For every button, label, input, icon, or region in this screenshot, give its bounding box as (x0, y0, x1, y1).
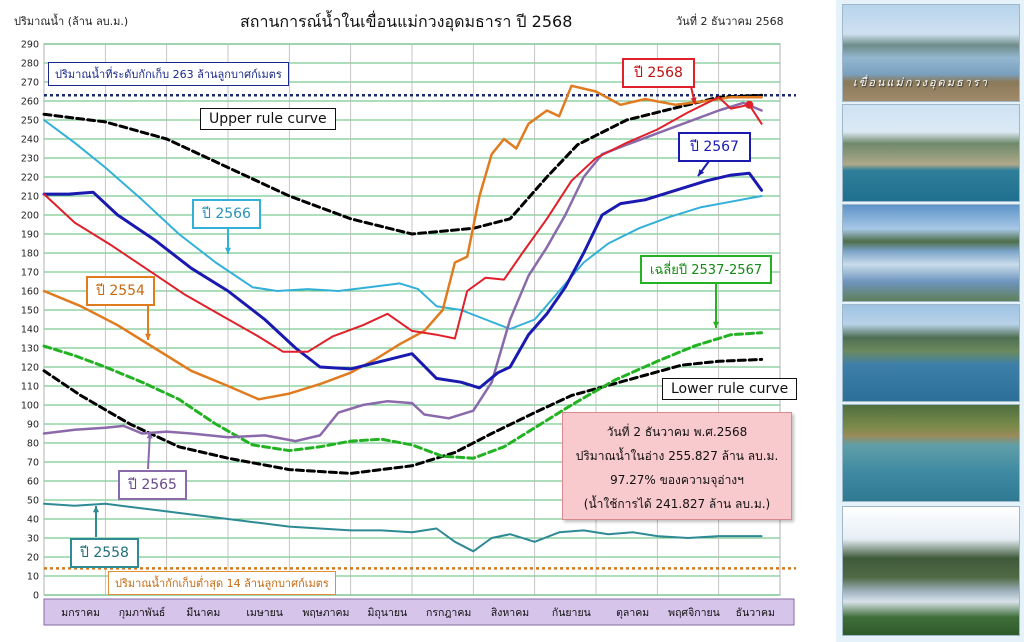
series-label-2567: ปี 2567 (678, 132, 751, 162)
y-tick-label: 130 (21, 344, 39, 355)
x-tick-label: กันยายน (552, 607, 591, 619)
arrow-2565-head (146, 432, 153, 439)
x-tick-label: ธันวาคม (736, 607, 775, 619)
series-line-y2565 (42, 101, 763, 443)
series-line-avg (42, 331, 764, 460)
photo-strip: เขื่อนแม่กวงอุดมธารา (836, 0, 1024, 642)
y-tick-label: 230 (21, 154, 39, 165)
y-tick-label: 60 (27, 477, 39, 488)
y-tick-label: 220 (21, 173, 39, 184)
y-tick-label: 120 (21, 363, 39, 374)
x-tick-label: เมษายน (246, 607, 283, 619)
series-line-y2554 (42, 84, 763, 401)
y-tick-label: 190 (21, 230, 39, 241)
arrow-2566-head (224, 247, 232, 254)
dam-photo-5 (842, 404, 1020, 502)
x-tick-label: ตุลาคม (616, 607, 649, 619)
y-tick-label: 170 (21, 268, 39, 279)
upper-rule-curve-label: Upper rule curve (200, 108, 336, 130)
series-label-2558: ปี 2558 (70, 538, 139, 568)
series-label-2568: ปี 2568 (622, 58, 695, 88)
x-tick-label: พฤศจิกายน (668, 607, 720, 619)
lower-rule-curve-label: Lower rule curve (662, 378, 798, 400)
y-tick-label: 290 (21, 40, 39, 51)
info-usable: (น้ำใช้การได้ 241.827 ล้าน ลบ.ม.) (583, 497, 771, 511)
y-tick-label: 0 (33, 591, 39, 602)
y-tick-label: 260 (21, 97, 39, 108)
x-tick-label: มิถุนายน (367, 607, 407, 619)
series-line-y2567 (42, 171, 764, 390)
info-box: วันที่ 2 ธันวาคม พ.ศ.2568 ปริมาณน้ำในอ่า… (562, 412, 792, 520)
series-label-2565: ปี 2565 (118, 470, 187, 500)
y-tick-label: 20 (27, 553, 39, 564)
info-date: วันที่ 2 ธันวาคม พ.ศ.2568 (606, 425, 748, 439)
month-axis-band (43, 598, 795, 626)
dam-photo-4 (842, 304, 1020, 402)
dam-photo-6 (842, 506, 1020, 636)
y-tick-label: 200 (21, 211, 39, 222)
x-tick-label: มกราคม (61, 607, 100, 619)
y-tick-label: 30 (27, 534, 39, 545)
y-tick-label: 250 (21, 116, 39, 127)
arrow-2568-head (690, 97, 697, 104)
arrow-2554-head (144, 333, 152, 340)
series-line-y2568 (43, 96, 763, 353)
report-date: วันที่ 2 ธันวาคม 2568 (676, 15, 784, 28)
min-storage-label: ปริมาณน้ำกักเก็บต่ำสุด 14 ล้านลูกบาศก์เม… (108, 571, 336, 595)
x-tick-label: พฤษภาคม (303, 607, 350, 619)
series-label-average: เฉลี่ยปี 2537-2567 (640, 255, 773, 284)
y-tick-label: 80 (27, 439, 39, 450)
series-line-lower (42, 357, 764, 475)
series-line-y2558 (43, 502, 763, 553)
dam-photo-2 (842, 104, 1020, 202)
series-label-2554: ปี 2554 (86, 276, 155, 306)
x-tick-label: สิงหาคม (491, 607, 529, 619)
x-tick-label: กรกฎาคม (426, 607, 471, 619)
current-level-marker (745, 100, 754, 109)
dam-photo-caption: เขื่อนแม่กวงอุดมธารา (853, 76, 989, 89)
y-tick-label: 280 (21, 59, 39, 70)
y-tick-label: 50 (27, 496, 39, 507)
arrow-2567-head (698, 169, 705, 176)
series-line-y2566 (43, 119, 763, 330)
info-volume: ปริมาณน้ำในอ่าง 255.827 ล้าน ลบ.ม. (575, 449, 779, 463)
chart-panel: ปริมาณน้ำ (ล้าน ลบ.ม.) สถานการณ์น้ำในเขื… (0, 0, 836, 642)
x-tick-label: มีนาคม (186, 606, 220, 619)
info-percent: 97.27% ของความจุอ่างฯ (610, 473, 744, 487)
y-tick-label: 160 (21, 287, 39, 298)
arrow-average-head (712, 321, 720, 328)
y-tick-label: 180 (21, 249, 39, 260)
chart-title: สถานการณ์น้ำในเขื่อนแม่กวงอุดมธารา ปี 25… (240, 12, 573, 31)
dam-photo-3 (842, 204, 1020, 302)
y-tick-label: 240 (21, 135, 39, 146)
dam-photo-1: เขื่อนแม่กวงอุดมธารา (842, 4, 1020, 102)
y-tick-label: 100 (21, 401, 39, 412)
y-tick-label: 150 (21, 306, 39, 317)
y-tick-label: 270 (21, 78, 39, 89)
x-tick-label: กุมภาพันธ์ (119, 606, 166, 619)
y-tick-label: 110 (21, 382, 39, 393)
max-storage-label: ปริมาณน้ำที่ระดับกักเก็บ 263 ล้านลูกบาศก… (48, 62, 289, 86)
series-label-2566: ปี 2566 (192, 199, 261, 229)
y-tick-label: 10 (27, 572, 39, 583)
y-tick-label: 40 (27, 515, 39, 526)
y-tick-label: 70 (27, 458, 39, 469)
y-tick-label: 90 (27, 420, 39, 431)
y-axis-unit-label: ปริมาณน้ำ (ล้าน ลบ.ม.) (14, 15, 129, 28)
y-tick-label: 140 (21, 325, 39, 336)
y-tick-label: 210 (21, 192, 39, 203)
arrow-2558-head (92, 506, 100, 513)
